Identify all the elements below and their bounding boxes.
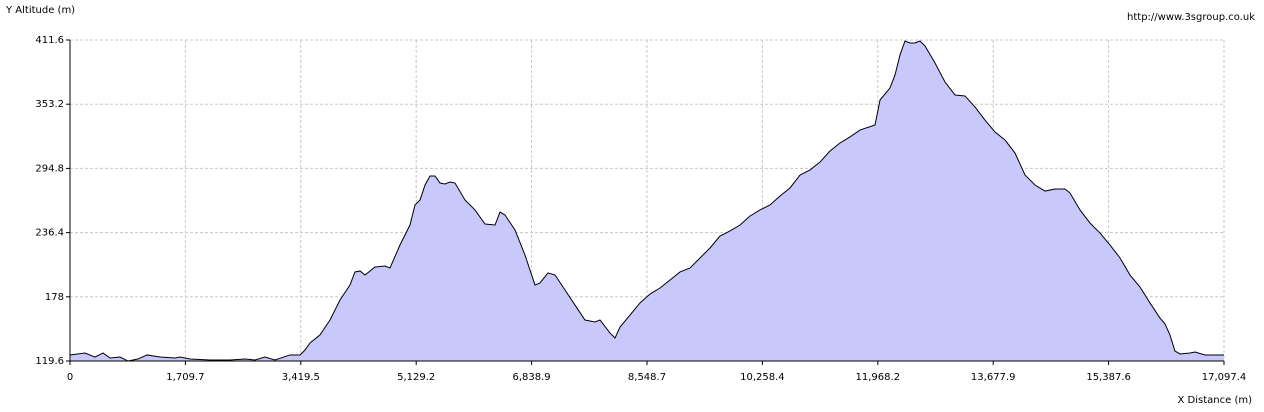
y-tick-label: 178 <box>45 292 64 303</box>
x-tick-label: 6,838.9 <box>513 372 551 383</box>
x-tick-label: 11,968.2 <box>856 372 901 383</box>
source-url: http://www.3sgroup.co.uk <box>1127 12 1255 23</box>
y-tick-label: 236.4 <box>35 228 64 239</box>
x-axis-label: X Distance (m) <box>1178 395 1253 406</box>
x-tick-label: 1,709.7 <box>166 372 204 383</box>
x-tick-label: 8,548.7 <box>628 372 666 383</box>
profile-line <box>69 40 1224 362</box>
area-fill <box>70 40 1224 362</box>
x-tick-label: 13,677.9 <box>971 372 1016 383</box>
x-tick-label: 17,097.4 <box>1202 372 1247 383</box>
x-tick-label: 0 <box>67 372 73 383</box>
x-tick-label: 15,387.6 <box>1086 372 1131 383</box>
y-tick-label: 411.6 <box>35 35 64 46</box>
y-axis-label: Y Altitude (m) <box>5 5 75 16</box>
y-tick-label: 353.2 <box>35 99 64 110</box>
y-tick-label: 294.8 <box>35 163 64 174</box>
x-tick-label: 10,258.4 <box>740 372 785 383</box>
x-tick-label: 3,419.5 <box>282 372 320 383</box>
y-tick-label: 119.6 <box>35 356 64 367</box>
x-tick-label: 5,129.2 <box>397 372 435 383</box>
